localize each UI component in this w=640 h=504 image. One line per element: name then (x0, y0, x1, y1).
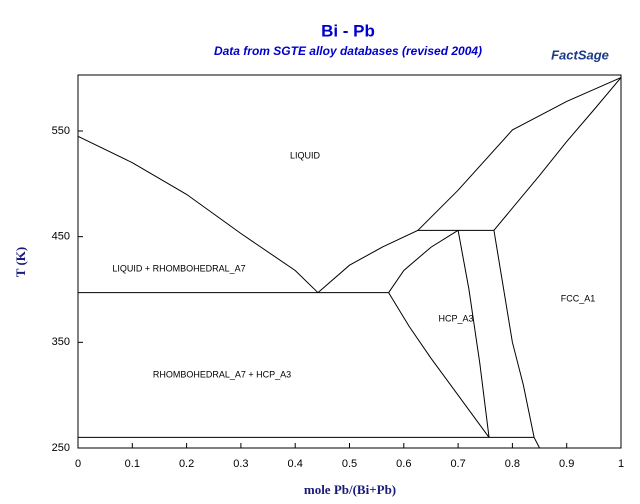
logo: FactSage (551, 47, 609, 62)
phase-label: HCP_A3 (438, 313, 473, 323)
x-tick-label: 0.7 (450, 458, 465, 470)
phase-boundary (493, 77, 622, 231)
phase-label: LIQUID (290, 150, 321, 160)
phase-boundary (388, 292, 490, 438)
x-tick-label: 0.3 (233, 458, 248, 470)
x-tick-label: 0.2 (179, 458, 194, 470)
chart-subtitle: Data from SGTE alloy databases (revised … (214, 44, 482, 58)
phase-boundary (77, 135, 319, 294)
x-tick-label: 0.8 (505, 458, 520, 470)
phase-label: LIQUID + RHOMBOHEDRAL_A7 (112, 263, 245, 273)
phase-boundary (388, 229, 459, 293)
x-tick-label: 0.1 (125, 458, 140, 470)
phase-boundary (457, 230, 490, 438)
plot-frame (77, 74, 622, 449)
x-tick-label: 1 (618, 458, 624, 470)
chart-title: Bi - Pb (321, 21, 375, 40)
phase-boundary (493, 230, 540, 449)
y-tick-label: 550 (52, 125, 70, 137)
phase-boundary (317, 77, 622, 294)
x-tick-label: 0.6 (396, 458, 411, 470)
phase-label: FCC_A1 (561, 293, 596, 303)
phase-label: RHOMBOHEDRAL_A7 + HCP_A3 (153, 369, 291, 379)
y-axis-label: T (K) (13, 247, 28, 277)
y-tick-label: 350 (52, 336, 70, 348)
x-tick-label: 0 (75, 458, 81, 470)
x-tick-label: 0.5 (342, 458, 357, 470)
y-tick-label: 450 (52, 231, 70, 243)
x-axis-label: mole Pb/(Bi+Pb) (304, 482, 396, 497)
y-tick-label: 250 (52, 442, 70, 454)
x-tick-label: 0.9 (559, 458, 574, 470)
x-tick-label: 0.4 (288, 458, 303, 470)
